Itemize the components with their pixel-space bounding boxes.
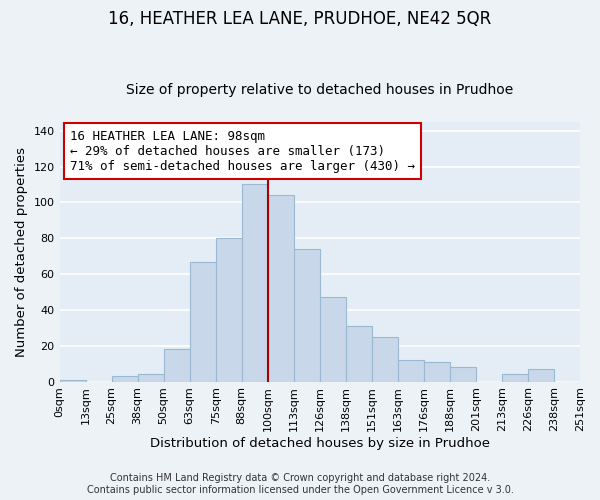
Bar [137,374,164,382]
Text: 16, HEATHER LEA LANE, PRUDHOE, NE42 5QR: 16, HEATHER LEA LANE, PRUDHOE, NE42 5QR [109,10,491,28]
Bar [59,380,86,382]
Bar [528,369,554,382]
Text: 16 HEATHER LEA LANE: 98sqm
← 29% of detached houses are smaller (173)
71% of sem: 16 HEATHER LEA LANE: 98sqm ← 29% of deta… [70,130,415,172]
Bar [424,362,450,382]
X-axis label: Distribution of detached houses by size in Prudhoe: Distribution of detached houses by size … [150,437,490,450]
Bar [164,350,190,382]
Title: Size of property relative to detached houses in Prudhoe: Size of property relative to detached ho… [126,83,514,97]
Text: Contains HM Land Registry data © Crown copyright and database right 2024.
Contai: Contains HM Land Registry data © Crown c… [86,474,514,495]
Bar [294,249,320,382]
Bar [346,326,372,382]
Bar [320,298,346,382]
Bar [112,376,137,382]
Bar [268,195,294,382]
Bar [450,367,476,382]
Bar [215,238,242,382]
Y-axis label: Number of detached properties: Number of detached properties [15,146,28,356]
Bar [502,374,528,382]
Bar [190,262,215,382]
Bar [242,184,268,382]
Bar [398,360,424,382]
Bar [372,337,398,382]
